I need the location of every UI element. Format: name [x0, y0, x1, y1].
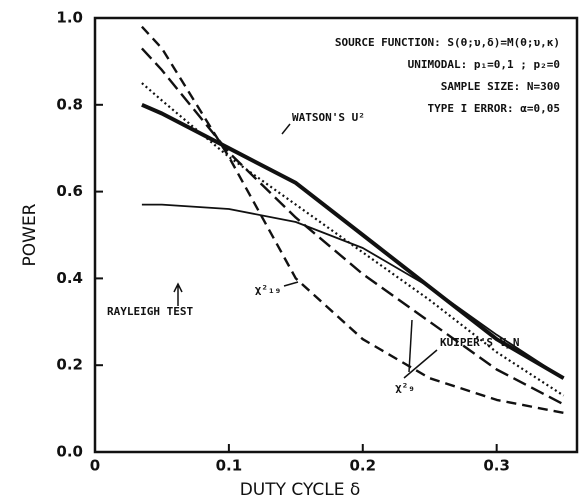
y-axis-title: POWER	[20, 203, 40, 266]
line-series	[141, 102, 565, 380]
series-label: WATSON'S U²	[292, 111, 365, 124]
x-axis-title: DUTY CYCLE δ	[240, 480, 361, 500]
line-series	[141, 203, 565, 379]
y-tick-label: 1.0	[56, 9, 83, 27]
series-label: RAYLEIGH TEST	[107, 305, 193, 318]
arrow	[408, 319, 413, 373]
y-tick-label: 0.6	[56, 182, 83, 200]
arrow	[281, 123, 291, 135]
annotation: SAMPLE SIZE: N=300	[441, 80, 560, 93]
x-tick-label: 0.2	[349, 457, 376, 475]
series-label: χ²₁₉	[255, 283, 282, 296]
arrow	[403, 349, 438, 379]
y-tick-label: 0.4	[56, 269, 83, 287]
line-series	[141, 25, 564, 415]
arrow	[283, 281, 299, 287]
x-tick-label: 0	[90, 457, 100, 475]
line-series	[141, 47, 565, 406]
arrow	[173, 282, 183, 306]
annotation: SOURCE FUNCTION: S(θ;υ,δ)=M(θ;υ,κ)	[335, 36, 560, 49]
x-tick-label: 0.3	[483, 457, 510, 475]
series-label: χ²₉	[395, 381, 415, 394]
x-tick-label: 0.1	[216, 457, 243, 475]
y-tick-label: 0.8	[56, 95, 83, 113]
annotation: TYPE I ERROR: α=0,05	[428, 102, 560, 115]
series-label: KUIPER'S V_N	[440, 336, 519, 349]
arrows	[173, 123, 438, 379]
plot-frame	[93, 16, 579, 454]
y-tick-label: 0.0	[56, 443, 83, 461]
line-series	[141, 82, 565, 397]
y-tick-label: 0.2	[56, 356, 83, 374]
annotation: UNIMODAL: p₁=0,1 ; p₂=0	[408, 58, 560, 71]
